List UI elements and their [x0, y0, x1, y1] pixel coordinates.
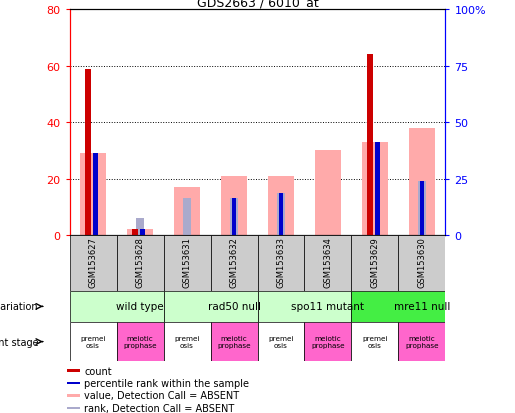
Text: GSM153630: GSM153630: [418, 237, 426, 287]
Bar: [268, 176, 294, 235]
Text: mre11 null: mre11 null: [394, 301, 450, 312]
Bar: [352, 322, 399, 361]
Text: rad50 null: rad50 null: [208, 301, 261, 312]
Bar: [174, 188, 200, 235]
Bar: [375, 142, 380, 235]
Bar: [211, 322, 258, 361]
Bar: [67, 369, 80, 372]
Bar: [304, 235, 352, 291]
Bar: [258, 291, 352, 322]
Bar: [164, 322, 211, 361]
Bar: [140, 230, 145, 235]
Bar: [116, 322, 164, 361]
Bar: [232, 199, 236, 235]
Text: premei
osis: premei osis: [268, 335, 294, 348]
Bar: [315, 151, 341, 235]
Bar: [420, 182, 424, 235]
Text: premei
osis: premei osis: [362, 335, 388, 348]
Bar: [85, 69, 91, 235]
Bar: [278, 193, 284, 235]
Bar: [367, 55, 373, 235]
Bar: [211, 235, 258, 291]
Text: premei
osis: premei osis: [80, 335, 106, 348]
Text: GSM153631: GSM153631: [182, 237, 192, 287]
Text: meiotic
prophase: meiotic prophase: [123, 335, 157, 348]
Bar: [70, 235, 116, 291]
Text: count: count: [84, 366, 112, 376]
Bar: [67, 406, 80, 409]
Text: GSM153634: GSM153634: [323, 237, 333, 287]
Bar: [399, 322, 445, 361]
Bar: [362, 142, 388, 235]
Text: premei
osis: premei osis: [174, 335, 200, 348]
Text: value, Detection Call = ABSENT: value, Detection Call = ABSENT: [84, 390, 239, 401]
Bar: [80, 154, 106, 235]
Bar: [164, 291, 258, 322]
Text: GSM153629: GSM153629: [370, 237, 380, 287]
Bar: [183, 199, 191, 235]
Text: GSM153628: GSM153628: [135, 237, 145, 287]
Bar: [409, 128, 435, 235]
Text: wild type: wild type: [116, 301, 164, 312]
Bar: [352, 291, 445, 322]
Bar: [70, 322, 116, 361]
Text: GSM153632: GSM153632: [230, 237, 238, 287]
Bar: [70, 291, 164, 322]
Bar: [279, 193, 283, 235]
Text: percentile rank within the sample: percentile rank within the sample: [84, 378, 249, 388]
Text: development stage: development stage: [0, 337, 38, 347]
Title: GDS2663 / 6010_at: GDS2663 / 6010_at: [197, 0, 318, 9]
Bar: [231, 199, 237, 235]
Text: genotype/variation: genotype/variation: [0, 301, 38, 312]
Bar: [352, 235, 399, 291]
Text: meiotic
prophase: meiotic prophase: [311, 335, 345, 348]
Bar: [258, 322, 304, 361]
Bar: [419, 182, 425, 235]
Bar: [136, 218, 144, 235]
Bar: [127, 230, 153, 235]
Text: meiotic
prophase: meiotic prophase: [405, 335, 439, 348]
Bar: [67, 394, 80, 397]
Bar: [93, 154, 98, 235]
Text: GSM153633: GSM153633: [277, 237, 285, 287]
Bar: [164, 235, 211, 291]
Text: GSM153627: GSM153627: [89, 237, 97, 287]
Bar: [399, 235, 445, 291]
Text: rank, Detection Call = ABSENT: rank, Detection Call = ABSENT: [84, 403, 234, 413]
Bar: [304, 322, 352, 361]
Bar: [116, 235, 164, 291]
Bar: [67, 382, 80, 385]
Text: spo11 mutant: spo11 mutant: [291, 301, 365, 312]
Bar: [258, 235, 304, 291]
Bar: [221, 176, 247, 235]
Text: meiotic
prophase: meiotic prophase: [217, 335, 251, 348]
Bar: [132, 230, 139, 235]
